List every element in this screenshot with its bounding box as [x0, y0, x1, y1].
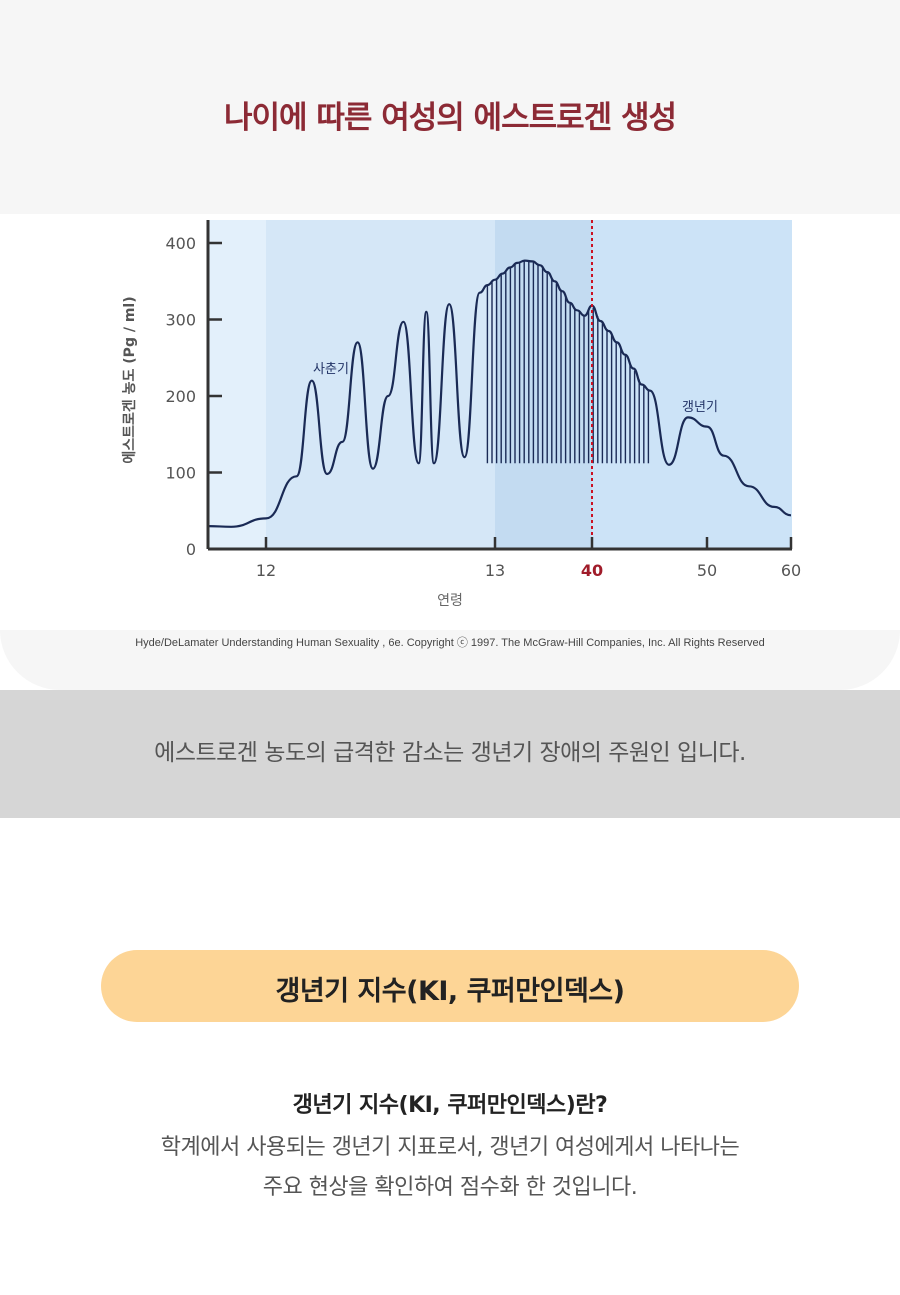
y-tick-label-4: 0 [186, 540, 196, 559]
annotation-menopause: 갱년기 [682, 400, 718, 415]
bg-menopause [592, 220, 792, 549]
y-tick-label-2: 200 [165, 387, 196, 406]
description-line-1: 학계에서 사용되는 갱년기 지표로서, 갱년기 여성에게서 나타나는 [160, 1135, 740, 1160]
annotation-puberty: 사춘기 [313, 362, 349, 377]
section-title-pill: 갱년기 지수(KI, 쿠퍼만인덱스) [101, 950, 799, 1022]
section-subtitle: 갱년기 지수(KI, 쿠퍼만인덱스)란? [292, 1093, 608, 1118]
bg-puberty [266, 220, 495, 549]
pill-title: 갱년기 지수(KI, 쿠퍼만인덱스) [275, 976, 625, 1007]
x-tick-label-3: 50 [697, 561, 717, 580]
bg-childhood [208, 220, 266, 549]
bg-reproductive [495, 220, 592, 549]
band-text: 에스트로겐 농도의 급격한 감소는 갱년기 장애의 주원인 입니다. [154, 740, 746, 766]
section-description: 학계에서 사용되는 갱년기 지표로서, 갱년기 여성에게서 나타나는 주요 현상… [0, 1128, 900, 1208]
x-tick-label-1: 13 [485, 561, 505, 580]
y-tick-label-0: 400 [165, 234, 196, 253]
x-tick-label-4: 60 [781, 561, 801, 580]
x-tick-label-0: 12 [256, 561, 276, 580]
y-tick-label-3: 100 [165, 464, 196, 483]
estrogen-chart: 400 300 200 100 0 12 13 40 50 60 연령 에스트로겐 농도 (Pg / … [0, 214, 900, 630]
info-band: 에스트로겐 농도의 급격한 감소는 갱년기 장애의 주원인 입니다. [0, 690, 900, 818]
y-axis-label: 에스트로겐 농도 (Pg / ml) [122, 296, 138, 463]
page-title: 나이에 따른 여성의 에스트로겐 생성 [224, 100, 677, 136]
copyright-text: Hyde/DeLamater Understanding Human Sexua… [135, 637, 765, 649]
description-line-2: 주요 현상을 확인하여 점수화 한 것입니다. [262, 1175, 638, 1200]
y-tick-label-1: 300 [165, 311, 196, 330]
x-axis-label: 연령 [437, 593, 463, 609]
x-tick-label-2: 40 [581, 561, 603, 580]
chart-svg: 400 300 200 100 0 12 13 40 50 60 연령 에스트로겐 농도 (Pg / … [122, 220, 801, 609]
